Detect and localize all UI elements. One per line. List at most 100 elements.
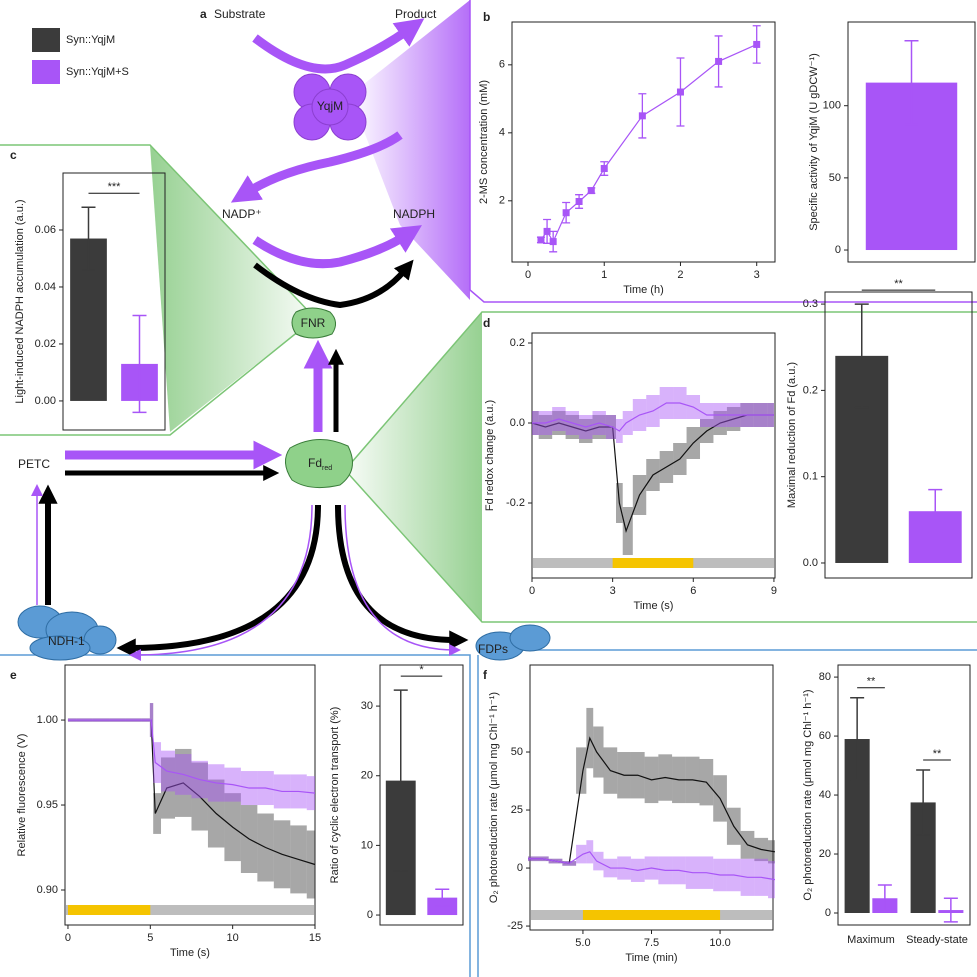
x-tick-label: 9 (771, 585, 777, 597)
data-point (563, 209, 570, 216)
y-tick-label: 0.3 (803, 298, 818, 310)
series-line (541, 44, 757, 241)
light-period (68, 905, 150, 915)
y-tick-label: 4 (499, 127, 505, 139)
x-tick-label: 10 (227, 932, 239, 944)
y-tick-label: 50 (829, 172, 841, 184)
diagram-label: Substrate (214, 7, 266, 21)
y-tick-label: 0.02 (35, 338, 56, 350)
y-tick-label: 10 (361, 839, 373, 851)
panel-label: a (200, 7, 207, 21)
diagram-label: NDH-1 (48, 634, 85, 648)
x-tick-label: 5.0 (575, 937, 590, 949)
y-tick-label: 0.2 (510, 337, 525, 349)
legend-swatch (32, 28, 60, 52)
data-point (753, 41, 760, 48)
data-point (544, 228, 551, 235)
pathway-arrow (255, 30, 408, 69)
y-tick-label: 0 (367, 909, 373, 921)
x-tick-label: 2 (677, 269, 683, 281)
x-axis-label: Time (h) (623, 284, 664, 296)
panel-label: d (483, 316, 490, 330)
data-point (677, 89, 684, 96)
diagram-label: Product (395, 7, 437, 21)
y-tick-label: 0 (835, 244, 841, 256)
y-tick-label: 0 (517, 862, 523, 874)
significance-label: ** (867, 676, 876, 688)
y-tick-label: 0.2 (803, 384, 818, 396)
data-point (537, 236, 544, 243)
data-point (588, 187, 595, 194)
plot-frame (532, 333, 775, 578)
diagram-label: NADP⁺ (222, 207, 262, 221)
plot-frame (512, 22, 775, 262)
y-tick-label: 40 (819, 789, 831, 801)
y-tick-label: -0.2 (506, 497, 525, 509)
diagram-label: red (322, 465, 332, 472)
y-axis-label: Relative fluorescence (V) (16, 734, 28, 857)
y-axis-label: Light-induced NADPH accumulation (a.u.) (14, 199, 26, 403)
figure: a Substrate Product YqjM NADP⁺ NADPH FNR… (0, 0, 977, 977)
diagram-label: FNR (301, 316, 326, 330)
x-tick-label: 3 (754, 269, 760, 281)
data-point (601, 165, 608, 172)
legend-swatch (32, 60, 60, 84)
y-tick-label: 0.0 (803, 557, 818, 569)
y-tick-label: 30 (361, 700, 373, 712)
panel-label: b (483, 10, 490, 24)
y-tick-label: 0.95 (37, 799, 58, 811)
x-tick-label: 15 (309, 932, 321, 944)
pathway-arrow (255, 236, 405, 264)
x-axis-label: Time (s) (634, 600, 674, 612)
y-tick-label: 0 (825, 907, 831, 919)
y-tick-label: 1.00 (37, 714, 58, 726)
panel-label: c (10, 148, 17, 162)
significance-label: * (419, 664, 424, 676)
error-band (593, 852, 603, 871)
x-tick-label: 5 (147, 932, 153, 944)
diagram-label: Fd (308, 456, 322, 470)
y-axis-label: Maximal reduction of Fd (a.u.) (786, 362, 798, 508)
significance-label: ** (894, 278, 903, 290)
y-axis-label: Specific activity of YqjM (U gDCW⁻¹) (808, 53, 820, 231)
y-tick-label: 20 (819, 848, 831, 860)
x-tick-label: 10.0 (709, 937, 730, 949)
error-band (623, 507, 633, 555)
y-tick-label: 20 (361, 770, 373, 782)
panel-label: f (483, 668, 488, 682)
legend-label: Syn::YqjM+S (66, 66, 129, 78)
y-tick-label: 100 (823, 100, 841, 112)
y-axis-label: O₂ photoreduction rate (μmol mg Chl⁻¹ h⁻… (802, 689, 814, 900)
pathway-arrow (135, 505, 312, 655)
error-band (623, 411, 633, 435)
diagram-label: FDPs (478, 642, 508, 656)
y-tick-label: 0.04 (35, 281, 56, 293)
x-tick-label: 0 (525, 269, 531, 281)
data-point (550, 238, 557, 245)
y-axis-label: Ratio of cyclic electron transport (%) (329, 707, 341, 884)
diagram-label: NADPH (393, 207, 435, 221)
y-tick-label: 50 (511, 746, 523, 758)
x-tick-label: 7.5 (644, 937, 659, 949)
y-tick-label: 80 (819, 671, 831, 683)
y-axis-label: 2-MS concentration (mM) (478, 80, 490, 204)
y-tick-label: 25 (511, 804, 523, 816)
zoom-wedge (345, 312, 482, 622)
light-period (613, 558, 694, 568)
data-point (715, 58, 722, 65)
diagram-label: YqjM (317, 99, 343, 113)
x-tick-label: Maximum (847, 934, 895, 946)
data-point (576, 198, 583, 205)
y-tick-label: 0.1 (803, 471, 818, 483)
error-band (576, 845, 586, 864)
error-band (593, 726, 603, 777)
y-tick-label: 60 (819, 730, 831, 742)
x-tick-label: 6 (690, 585, 696, 597)
significance-label: *** (108, 181, 122, 193)
diagram-label: PETC (18, 457, 50, 471)
y-tick-label: 6 (499, 59, 505, 71)
x-tick-label: 0 (65, 932, 71, 944)
pathway-arrow (130, 505, 318, 648)
y-tick-label: -25 (507, 920, 523, 932)
y-axis-label: O₂ photoreduction rate (μmol mg Chl⁻¹ h⁻… (488, 692, 500, 903)
